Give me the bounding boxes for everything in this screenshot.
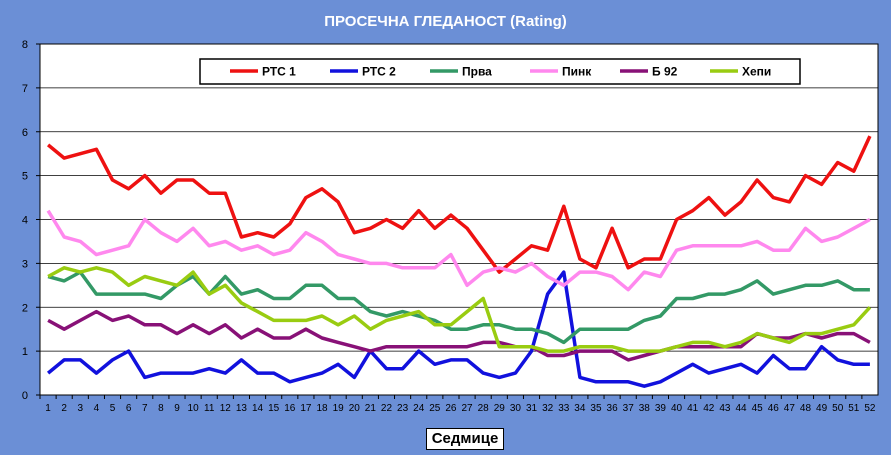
x-tick-label: 12	[220, 403, 232, 414]
legend-label: Хепи	[742, 65, 771, 79]
x-tick-label: 24	[413, 403, 425, 414]
x-tick-label: 37	[623, 403, 635, 414]
x-tick-label: 25	[429, 403, 441, 414]
chart-title: ПРОСЕЧНА ГЛЕДАНОСТ (Rating)	[324, 13, 567, 30]
x-tick-label: 33	[558, 403, 570, 414]
x-tick-label: 19	[333, 403, 345, 414]
x-tick-label: 44	[735, 403, 747, 414]
series-line	[46, 209, 871, 292]
legend-label: Б 92	[652, 65, 678, 79]
y-tick-label: 4	[22, 215, 28, 227]
x-tick-label: 38	[639, 403, 651, 414]
x-tick-label: 15	[268, 403, 280, 414]
x-tick-label: 39	[655, 403, 667, 414]
x-tick-label: 13	[236, 403, 248, 414]
x-tick-label: 29	[494, 403, 506, 414]
series-line	[47, 309, 871, 362]
x-tick-label: 5	[110, 403, 116, 414]
y-tick-label: 0	[22, 390, 28, 402]
x-tick-label: 49	[816, 403, 828, 414]
y-tick-label: 5	[22, 171, 28, 183]
y-tick-label: 3	[22, 258, 28, 270]
x-tick-label: 3	[78, 403, 84, 414]
legend-label: РТС 2	[362, 65, 396, 79]
x-tick-label: 26	[445, 403, 457, 414]
x-tick-label: 7	[142, 403, 148, 414]
x-tick-label: 11	[204, 403, 215, 414]
x-tick-label: 46	[768, 403, 780, 414]
x-tick-label: 18	[316, 403, 328, 414]
x-tick-label: 52	[864, 403, 876, 414]
x-tick-label: 50	[832, 403, 844, 414]
x-tick-label: 6	[126, 403, 132, 414]
legend-label: Пинк	[562, 65, 592, 79]
x-tick-label: 16	[284, 403, 296, 414]
x-tick-label: 8	[158, 403, 164, 414]
x-tick-label: 10	[188, 403, 200, 414]
x-tick-label: 43	[719, 403, 731, 414]
legend-label: Прва	[462, 65, 492, 79]
x-tick-label: 35	[590, 403, 602, 414]
x-axis-label: Седмице	[426, 428, 504, 450]
x-tick-label: 9	[174, 403, 180, 414]
y-tick-label: 7	[22, 83, 28, 95]
x-tick-label: 51	[848, 403, 860, 414]
x-tick-label: 47	[784, 403, 796, 414]
x-tick-label: 20	[349, 403, 361, 414]
y-tick-label: 2	[22, 302, 28, 314]
x-tick-label: 22	[381, 403, 393, 414]
series-line	[46, 135, 872, 274]
x-tick-label: 4	[94, 403, 100, 414]
x-tick-label: 28	[478, 403, 490, 414]
x-tick-label: 48	[800, 403, 812, 414]
y-tick-label: 8	[22, 39, 28, 51]
y-tick-label: 1	[22, 346, 28, 358]
series-line	[47, 266, 872, 353]
x-tick-label: 42	[703, 403, 715, 414]
x-tick-label: 1	[45, 403, 51, 414]
x-tick-label: 40	[671, 403, 683, 414]
x-tick-label: 14	[252, 403, 264, 414]
series-line	[46, 270, 870, 388]
x-tick-label: 45	[752, 403, 764, 414]
x-tick-label: 41	[687, 403, 699, 414]
legend-label: РТС 1	[262, 65, 296, 79]
x-tick-label: 31	[526, 403, 538, 414]
x-tick-label: 34	[574, 403, 586, 414]
x-tick-label: 21	[365, 403, 377, 414]
x-tick-label: 36	[607, 403, 619, 414]
x-tick-label: 30	[510, 403, 522, 414]
x-tick-label: 23	[397, 403, 409, 414]
x-tick-label: 32	[542, 403, 554, 414]
legend-box	[199, 58, 801, 85]
x-tick-label: 17	[300, 403, 312, 414]
x-tick-label: 27	[461, 403, 473, 414]
y-tick-label: 6	[22, 127, 28, 139]
x-tick-label: 2	[61, 403, 67, 414]
